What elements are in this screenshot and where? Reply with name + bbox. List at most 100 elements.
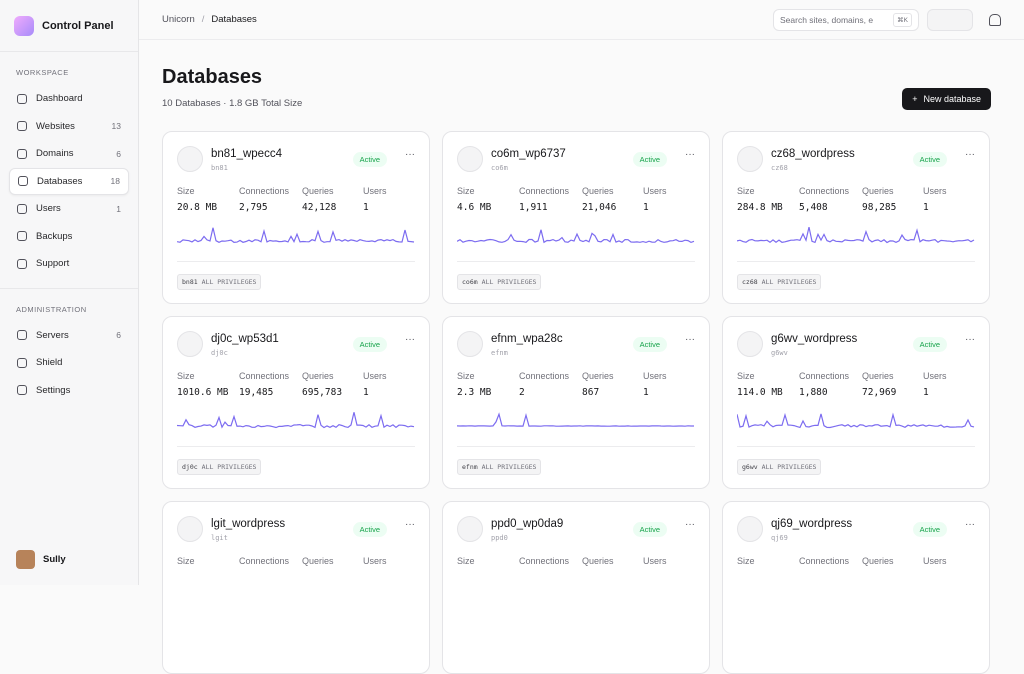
stats: Size Connections Queries Users [457, 556, 695, 566]
tag-slug: co6m [462, 278, 478, 286]
card-header: qj69_wordpress qj69 Active ··· [737, 516, 975, 542]
db-slug: efnm [491, 349, 508, 357]
stat-value: 4.6 MB [457, 202, 492, 213]
breadcrumb[interactable]: Unicorn [162, 14, 195, 25]
search[interactable]: Search sites, domains, e ⌘K [773, 8, 919, 31]
menu[interactable]: ··· [685, 519, 695, 530]
menu[interactable]: ··· [965, 334, 975, 345]
menu[interactable]: ··· [405, 519, 415, 530]
menu[interactable]: ··· [405, 334, 415, 345]
nav-item[interactable]: Dashboard [9, 85, 129, 113]
avatar [16, 550, 35, 569]
nav-item[interactable]: Servers 6 [9, 322, 129, 350]
stat-value: 5,408 [799, 202, 828, 213]
tag-slug: bn81 [182, 278, 198, 286]
sparkline-path [457, 229, 695, 244]
status: Active [352, 152, 387, 167]
sparkline [177, 412, 415, 429]
sparkline-path [457, 412, 694, 427]
icon [17, 385, 27, 396]
stat-label: Size [737, 371, 755, 381]
nav-item[interactable]: Shield [9, 349, 129, 377]
database-card[interactable]: ppd0_wp0da9 ppd0 Active ··· Size Connections Q… [442, 501, 710, 674]
status: Active [912, 522, 947, 537]
stat-value: 20.8 MB [177, 202, 218, 213]
db-icon [457, 331, 483, 357]
menu[interactable]: ··· [965, 149, 975, 160]
icon [17, 357, 27, 368]
brand[interactable]: Control Panel [0, 0, 138, 52]
stats: Size Connections Queries Users [177, 556, 415, 566]
database-card[interactable]: qj69_wordpress qj69 Active ··· Size Connectio… [722, 501, 990, 674]
database-card[interactable]: bn81_wpecc4 bn81 Active ··· Size Connections Q… [162, 131, 430, 304]
icon [17, 203, 27, 214]
stat-value: 21,046 [582, 202, 617, 213]
menu[interactable]: ··· [685, 334, 695, 345]
icon [17, 148, 27, 159]
card-grid: bn81_wpecc4 bn81 Active ··· Size Connections Q… [162, 131, 990, 674]
stat-label: Connections [519, 371, 570, 381]
status: Active [632, 522, 667, 537]
icon [18, 176, 28, 187]
card-footer: bn81 ALL PRIVILEGES [177, 261, 415, 290]
nav-count: 13 [111, 121, 121, 132]
notifications[interactable] [989, 13, 1001, 26]
icon [17, 231, 27, 242]
button-label: New database [923, 94, 981, 104]
stats: Size Connections Queries Users 114.0 MB 1,880… [737, 371, 975, 398]
stat-label: Size [457, 371, 475, 381]
menu[interactable]: ··· [965, 519, 975, 530]
stat-label: Queries [582, 186, 614, 196]
stats: Size Connections Queries Users 4.6 MB 1,911 21… [457, 186, 695, 213]
nav-item[interactable]: Backups [9, 223, 129, 251]
database-card[interactable]: dj0c_wp53d1 dj0c Active ··· Size Connections Q… [162, 316, 430, 489]
breadcrumb: Databases [211, 14, 257, 25]
status: Active [912, 152, 947, 167]
sparkline [737, 412, 975, 429]
stat-label: Queries [582, 556, 614, 566]
new-button[interactable]: + New database [902, 88, 991, 110]
database-card[interactable]: efnm_wpa28c efnm Active ··· Size Connections Q… [442, 316, 710, 489]
stats: Size Connections Queries Users [737, 556, 975, 566]
database-card[interactable]: cz68_wordpress cz68 Active ··· Size Connectio… [722, 131, 990, 304]
theme-toggle[interactable] [927, 8, 973, 31]
status: Active [352, 522, 387, 537]
database-card[interactable]: lgit_wordpress lgit Active ··· Size Connectio… [162, 501, 430, 674]
stat-value: 2 [519, 387, 525, 398]
menu[interactable]: ··· [685, 149, 695, 160]
status: Active [632, 152, 667, 167]
nav-label: Servers [36, 329, 69, 341]
nav-item[interactable]: Users 1 [9, 195, 129, 223]
stat-label: Queries [302, 371, 334, 381]
db-slug: cz68 [771, 164, 788, 172]
nav-item[interactable]: Domains 6 [9, 140, 129, 168]
stat-label: Users [643, 371, 667, 381]
menu[interactable]: ··· [405, 149, 415, 160]
card-footer: cz68 ALL PRIVILEGES [737, 261, 975, 290]
database-card[interactable]: co6m_wp6737 co6m Active ··· Size Connections Q… [442, 131, 710, 304]
stat-label: Users [923, 371, 947, 381]
nav-item[interactable]: Databases 18 [9, 167, 129, 195]
db-slug: dj0c [211, 349, 228, 357]
plus: + [912, 94, 918, 104]
stat-label: Size [737, 186, 755, 196]
db-name: g6wv_wordpress [771, 333, 858, 345]
card-header: bn81_wpecc4 bn81 Active ··· [177, 146, 415, 172]
nav-item[interactable]: Websites 13 [9, 113, 129, 141]
card-header: lgit_wordpress lgit Active ··· [177, 516, 415, 542]
nav-label: Settings [36, 384, 71, 396]
nav-item[interactable]: Support [9, 250, 129, 278]
card-titles: efnm_wpa28c efnm [491, 331, 563, 357]
stat-value: 114.0 MB [737, 387, 783, 398]
icon [17, 258, 27, 269]
nav-count: 18 [110, 176, 120, 187]
stat-label: Connections [799, 371, 850, 381]
card-titles: bn81_wpecc4 bn81 [211, 146, 282, 172]
user[interactable]: Sully [16, 550, 122, 569]
database-card[interactable]: g6wv_wordpress g6wv Active ··· Size Connectio… [722, 316, 990, 489]
nav-label: Websites [36, 120, 75, 132]
db-icon [177, 331, 203, 357]
stat-label: Size [177, 186, 195, 196]
stat-label: Size [177, 556, 195, 566]
nav-item[interactable]: Settings [9, 377, 129, 405]
